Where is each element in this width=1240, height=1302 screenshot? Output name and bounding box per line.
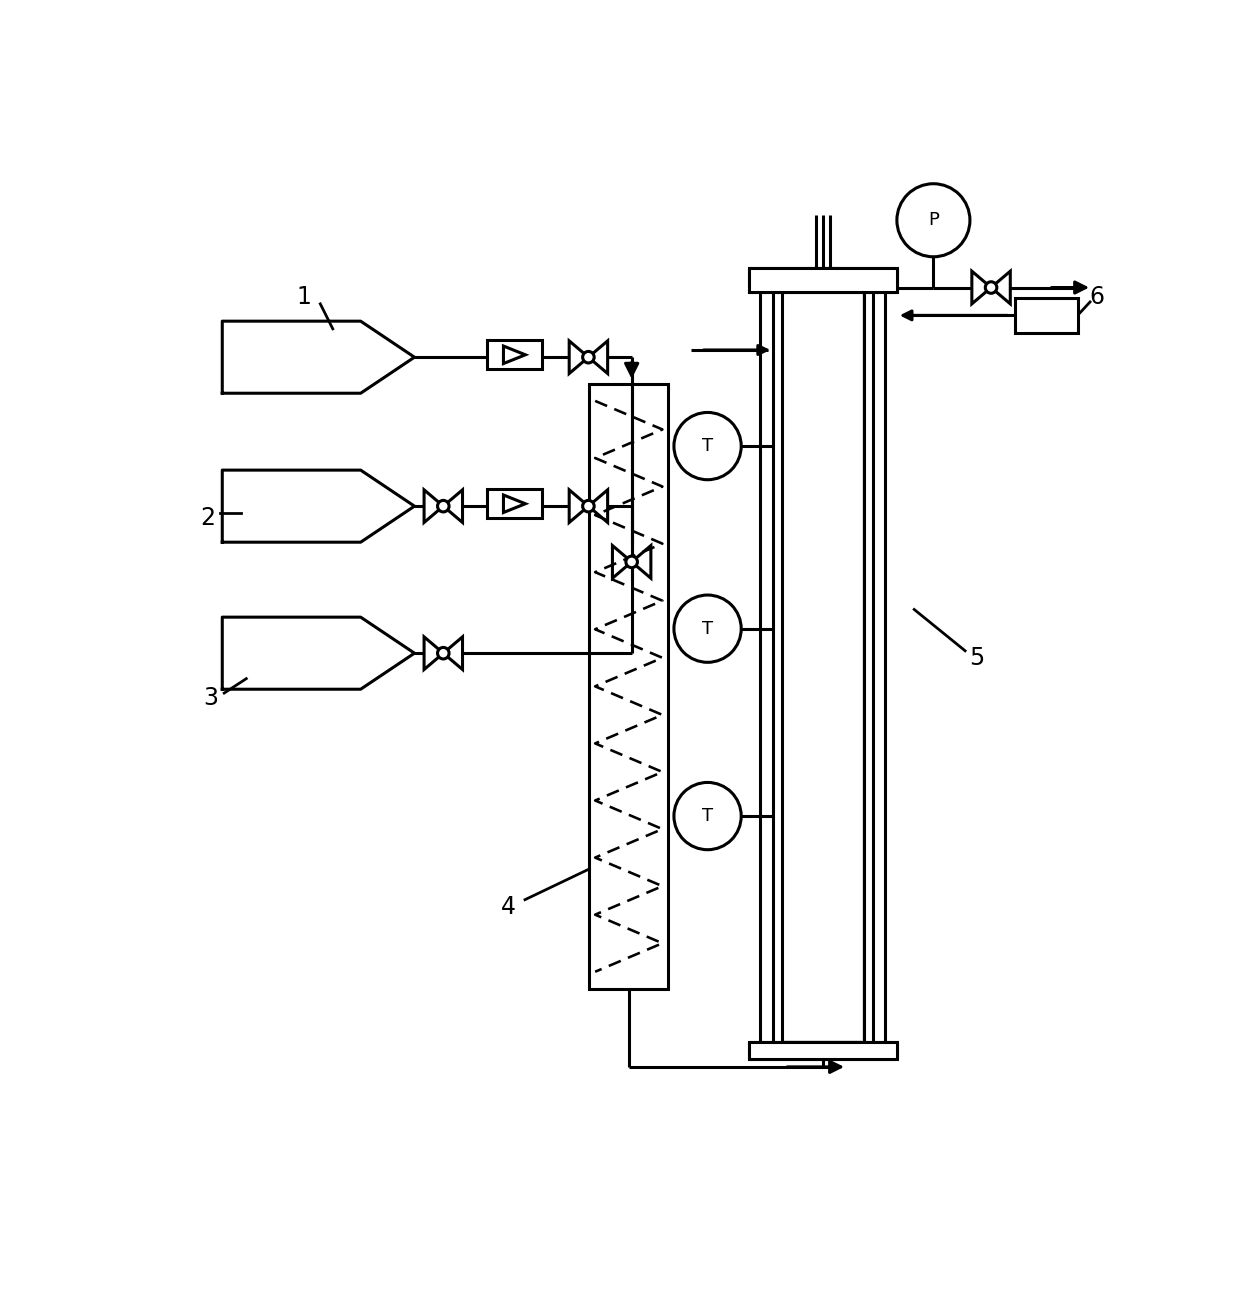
Circle shape xyxy=(675,413,742,479)
Circle shape xyxy=(897,184,970,256)
Circle shape xyxy=(438,647,449,659)
Circle shape xyxy=(675,783,742,850)
Bar xyxy=(781,293,864,1042)
Circle shape xyxy=(438,500,449,512)
Circle shape xyxy=(675,595,742,663)
Bar xyxy=(486,490,542,518)
Circle shape xyxy=(583,352,594,363)
Text: T: T xyxy=(702,807,713,825)
Bar xyxy=(749,1042,897,1060)
Text: P: P xyxy=(928,211,939,229)
Circle shape xyxy=(583,500,594,512)
Text: 4: 4 xyxy=(501,896,516,919)
Circle shape xyxy=(626,556,637,568)
Bar xyxy=(1016,298,1078,333)
Bar xyxy=(486,340,542,370)
Text: T: T xyxy=(702,620,713,638)
Text: T: T xyxy=(702,437,713,456)
Text: 2: 2 xyxy=(201,506,216,530)
Text: 6: 6 xyxy=(1089,285,1105,309)
Bar xyxy=(784,294,862,1040)
Text: 1: 1 xyxy=(296,285,311,309)
Circle shape xyxy=(986,281,997,293)
Bar xyxy=(589,384,668,990)
Bar xyxy=(749,268,897,293)
Text: 5: 5 xyxy=(968,646,985,669)
Text: 3: 3 xyxy=(203,686,218,710)
